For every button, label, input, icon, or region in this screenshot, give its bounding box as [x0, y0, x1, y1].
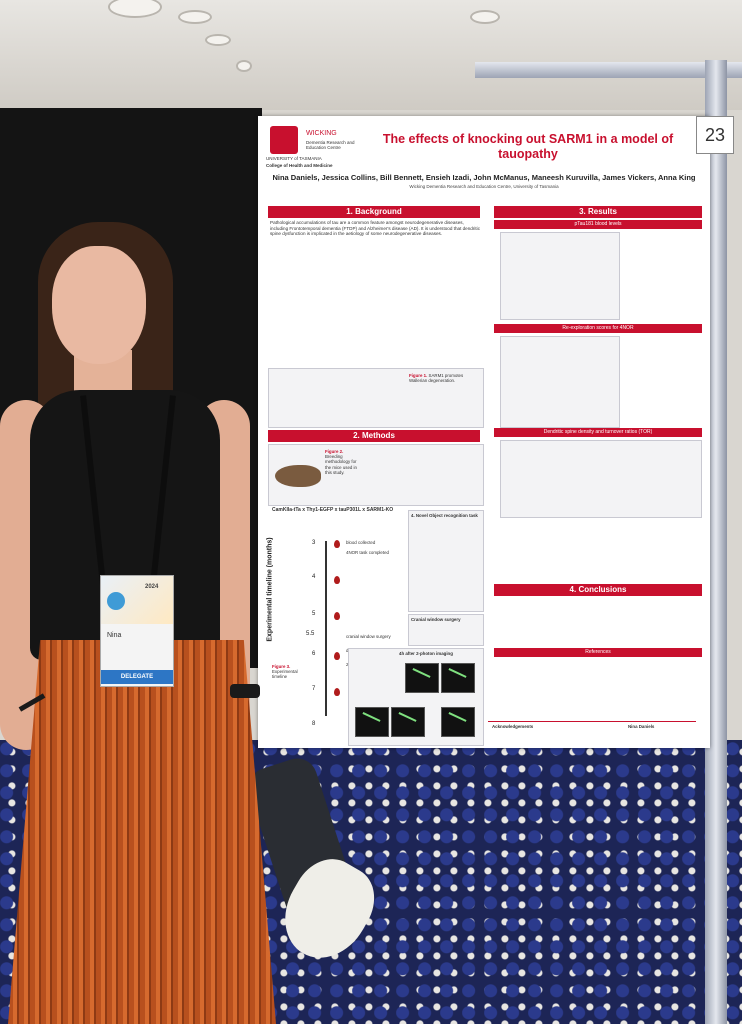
blood-drop-icon: [334, 652, 340, 660]
timeline-event: 4NOR task completed: [346, 550, 389, 555]
poster-title-line1: The effects of knocking out SARM1 in a m…: [382, 132, 674, 146]
college-name: College of Health and Medicine: [266, 163, 333, 168]
subheader-reexplore: Re-exploration scores for 4NOR: [494, 324, 702, 333]
cranial-panel: Cranial window surgery: [408, 614, 484, 646]
blood-drop-icon: [334, 540, 340, 548]
author-list: Nina Daniels, Jessica Collins, Bill Benn…: [272, 173, 696, 182]
timeline-tick: 5.5: [306, 631, 315, 637]
reexplore-plot: [500, 336, 620, 428]
ptau-plot: [500, 232, 620, 320]
ceiling-light: [470, 10, 500, 24]
timeline-tick: 5: [312, 611, 316, 617]
subheader-spine: Dendritic spine density and turnover rat…: [494, 428, 702, 437]
microscopy-image: [441, 707, 475, 737]
ceiling-light: [108, 0, 162, 18]
acknowledgements: Acknowledgements Nina Daniels: [488, 721, 696, 740]
timeline-tick: 6: [312, 651, 316, 657]
poster-board-frame-top: [475, 62, 742, 78]
conference-badge: 2024 Nina DELEGATE: [100, 575, 174, 687]
microscopy-image: [405, 663, 439, 693]
figure-3-caption: Figure 3. Experimental timeline: [272, 664, 312, 680]
two-photon-panel: 4h after 2-photon imaging: [348, 648, 484, 746]
two-photon-title: 4h after 2-photon imaging: [399, 651, 453, 656]
figure-1-text: SARM1 promotes Wallerian degeneration.: [409, 373, 464, 384]
blood-drop-icon: [334, 612, 340, 620]
microscopy-image: [391, 707, 425, 737]
figure-2-panel: Figure 2. Breeding methodology for the m…: [268, 444, 484, 506]
subheader-references: References: [494, 648, 702, 657]
microscopy-image: [441, 663, 475, 693]
background-text: Pathological accumulations of tau are a …: [270, 220, 480, 236]
nor-task-panel: 4. Novel Object recognition task: [408, 510, 484, 612]
poster-board-frame-post: [705, 60, 727, 1024]
ack-title: Acknowledgements: [492, 724, 534, 729]
timeline-tick: 8: [312, 721, 316, 727]
timeline-event: blood collected: [346, 540, 376, 545]
affiliation: Wicking Dementia Research and Education …: [409, 184, 559, 189]
figure-1-label: Figure 1.: [409, 373, 428, 378]
section-header-conclusions: 4. Conclusions: [494, 584, 702, 596]
figure-3-label: Figure 3.: [272, 664, 291, 669]
poster-title: The effects of knocking out SARM1 in a m…: [368, 132, 688, 162]
figure-1-caption: Figure 1. SARM1 promotes Wallerian degen…: [409, 373, 479, 383]
microscopy-image: [355, 707, 389, 737]
section-header-results: 3. Results: [494, 206, 702, 218]
centre-subtitle: Dementia Research and Education Centre: [306, 140, 355, 150]
genotype-label: CamKIIa-tTa x Thy1-EGFP x tauP301L x SAR…: [272, 507, 394, 513]
timeline-tick: 7: [312, 686, 316, 692]
timeline-tick: 4: [312, 574, 316, 580]
board-number: 23: [696, 116, 734, 154]
figure-2-text: Breeding methodology for the mice used i…: [325, 454, 357, 475]
badge-year: 2024: [145, 584, 159, 590]
badge-name: Nina: [107, 632, 122, 639]
figure-1-panel: Figure 1. SARM1 promotes Wallerian degen…: [268, 368, 484, 428]
timeline-axis-label: Experimental timeline (months): [266, 537, 274, 642]
mouse-illustration-icon: [275, 465, 321, 487]
wristwatch: [230, 684, 260, 698]
pleated-skirt: [8, 640, 276, 1024]
figure-3-text: Experimental timeline: [272, 669, 298, 680]
blood-drop-icon: [334, 688, 340, 696]
section-header-background: 1. Background: [268, 206, 480, 218]
badge-logo-icon: [107, 592, 125, 610]
nor-task-title: 4. Novel Object recognition task: [411, 513, 478, 518]
section-header-methods: 2. Methods: [268, 430, 480, 442]
figure-2-label: Figure 2.: [325, 449, 344, 454]
presenter-name: Nina Daniels: [628, 724, 655, 729]
ceiling-light: [205, 34, 231, 46]
university-crest-icon: [270, 126, 298, 154]
timeline-event: cranial window surgery: [346, 634, 391, 639]
ceiling-light: [178, 10, 212, 24]
person-face: [52, 246, 146, 364]
figure-2-caption: Figure 2. Breeding methodology for the m…: [325, 449, 361, 475]
timeline-axis: [325, 541, 327, 716]
ceiling-light: [236, 60, 252, 72]
ceiling: [0, 0, 742, 110]
research-poster: UNIVERSITY of TASMANIA WICKING Dementia …: [258, 116, 734, 748]
poster-title-line2: tauopathy: [498, 147, 558, 161]
ptau-caption: [622, 232, 704, 318]
badge-role: DELEGATE: [101, 670, 173, 684]
blood-drop-icon: [334, 576, 340, 584]
cranial-title: Cranial window surgery: [411, 617, 461, 622]
university-name: UNIVERSITY of TASMANIA: [266, 156, 322, 161]
subheader-ptau: pTau181 blood levels: [494, 220, 702, 229]
spine-plot: [500, 440, 702, 518]
centre-name: WICKING: [306, 130, 337, 137]
timeline-tick: 3: [312, 540, 316, 546]
